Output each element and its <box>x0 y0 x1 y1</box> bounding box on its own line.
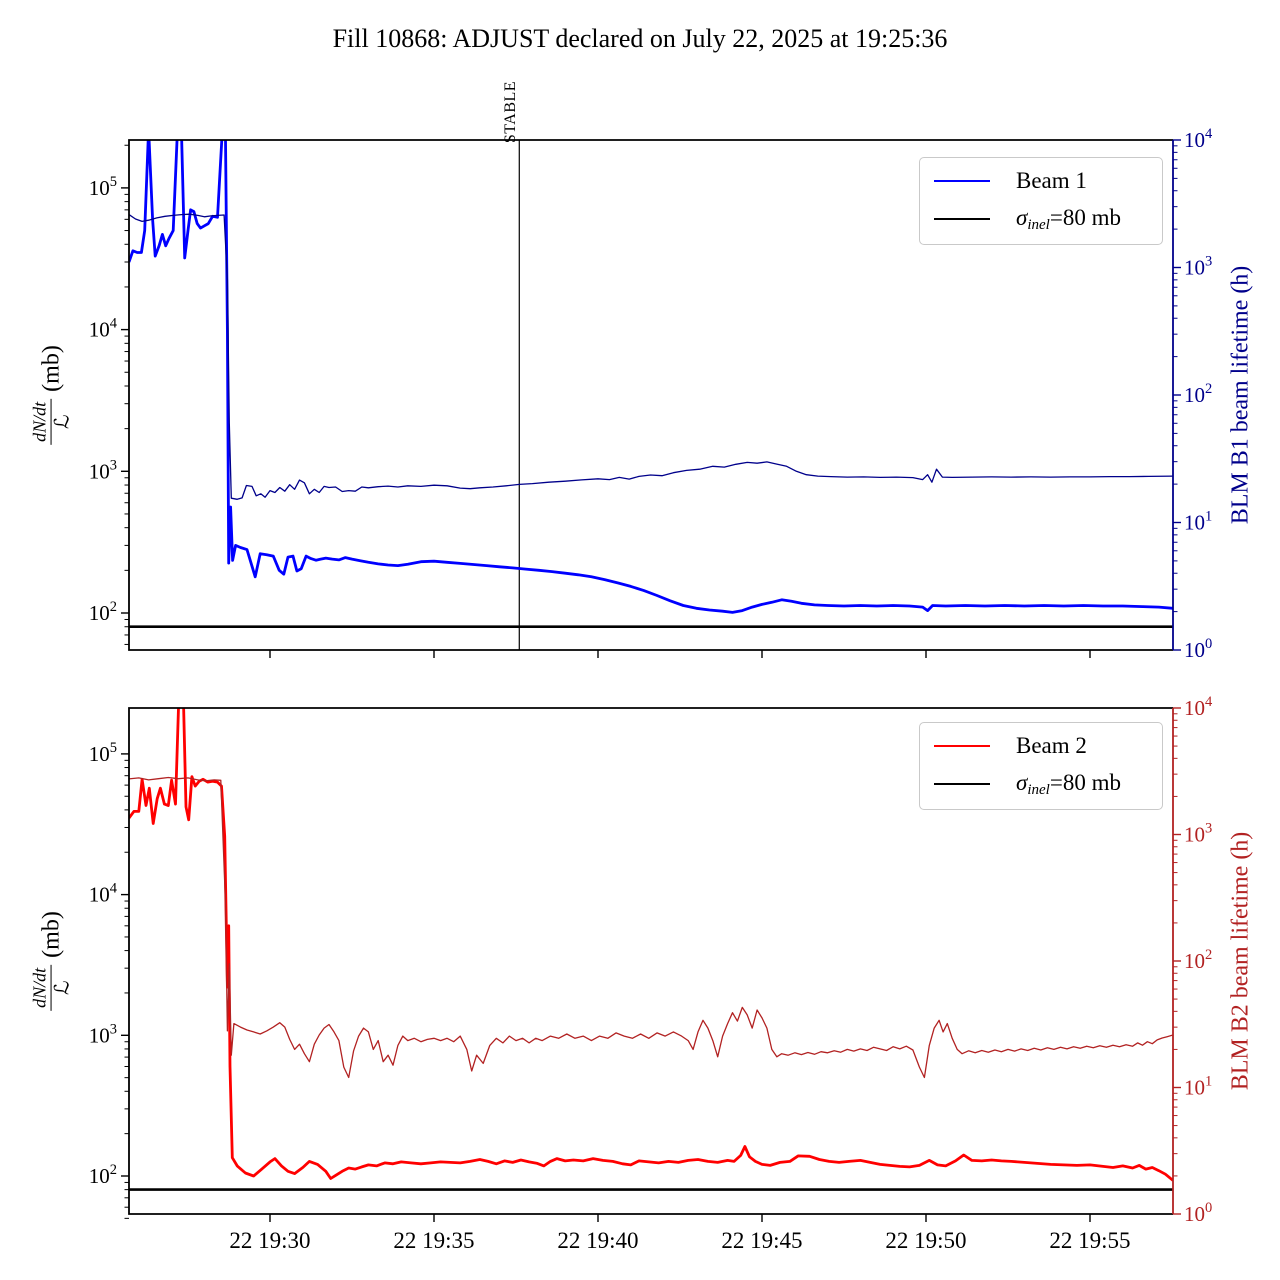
y-left-unit: (mb) <box>38 911 65 958</box>
fraction-denominator: ℒ <box>51 980 74 996</box>
y-tick-label: 105 <box>89 174 117 200</box>
dn-dt-fraction: dN/dt ℒ <box>30 398 74 445</box>
beam1-line-swatch <box>934 180 990 182</box>
x-tick-label: 22 19:50 <box>885 1228 966 1253</box>
y-tick-label: 103 <box>89 457 117 483</box>
blm-b1-beam-lifetime-curve <box>129 213 1173 500</box>
y-tick-label: 102 <box>89 599 117 625</box>
blm-b2-beam-lifetime-curve <box>129 776 1173 1079</box>
y-tick-label: 100 <box>1184 636 1212 662</box>
legend-label: Beam 2 <box>1016 733 1087 758</box>
y-tick-label: 103 <box>1184 821 1212 847</box>
y-tick-label: 104 <box>89 881 118 907</box>
sigma-subscript: inel <box>1027 216 1050 233</box>
legend-label: σinel=80 mb <box>1016 770 1121 799</box>
top-legend: Beam 1 σinel=80 mb <box>919 157 1163 245</box>
y-left-unit: (mb) <box>38 345 65 392</box>
beam-1-curve <box>129 140 1173 614</box>
x-tick-label: 22 19:30 <box>229 1228 310 1253</box>
bottom-y-left-label: dN/dt ℒ (mb) <box>30 911 74 1011</box>
sigma-line-swatch <box>934 783 990 785</box>
bottom-y-right-label: BLM B2 beam lifetime (h) <box>1227 831 1254 1091</box>
stable-annotation-label: STABLE <box>502 80 519 144</box>
axes-spines <box>128 707 1173 1215</box>
sigma-symbol: σ <box>1016 769 1028 795</box>
bottom-legend: Beam 2 σinel=80 mb <box>919 722 1163 810</box>
y-tick-label: 103 <box>1184 254 1212 280</box>
y-tick-label: 104 <box>1184 126 1213 152</box>
beam2-line-swatch <box>934 745 990 747</box>
bottom-plot: 22 19:30 22 19:35 22 19:40 22 19:45 22 19:50… <box>89 694 1213 1253</box>
beam-2-curve <box>129 708 1173 1182</box>
y-tick-label: 104 <box>89 316 118 342</box>
sigma-symbol: σ <box>1016 204 1028 230</box>
y-tick-label: 100 <box>1184 1200 1212 1226</box>
top-y-right-label: BLM B1 beam lifetime (h) <box>1227 265 1254 525</box>
sigma-value: =80 mb <box>1049 204 1121 230</box>
x-tick-label: 22 19:55 <box>1049 1228 1130 1253</box>
y-tick-label: 102 <box>1184 947 1212 973</box>
legend-entry-beam2: Beam 2 <box>920 725 1162 767</box>
y-tick-label: 104 <box>1184 694 1213 720</box>
figure-title: Fill 10868: ADJUST declared on July 22, … <box>332 24 948 53</box>
sigma-line-swatch <box>934 218 990 220</box>
fraction-denominator: ℒ <box>51 414 74 430</box>
y-tick-label: 101 <box>1184 509 1212 535</box>
y-tick-label: 102 <box>89 1162 117 1188</box>
y-tick-label: 102 <box>1184 381 1212 407</box>
y-tick-label: 103 <box>89 1021 117 1047</box>
legend-entry-sigma: σinel=80 mb <box>920 763 1162 805</box>
legend-entry-beam1: Beam 1 <box>920 160 1162 202</box>
y-tick-label: 105 <box>89 740 117 766</box>
fraction-numerator: dN/dt <box>30 398 52 445</box>
axes-spines <box>128 139 1173 651</box>
legend-label: σinel=80 mb <box>1016 205 1121 234</box>
x-tick-label: 22 19:35 <box>393 1228 474 1253</box>
sigma-value: =80 mb <box>1049 769 1121 795</box>
dn-dt-fraction: dN/dt ℒ <box>30 964 74 1011</box>
fraction-numerator: dN/dt <box>30 964 52 1011</box>
x-tick-label: 22 19:40 <box>557 1228 638 1253</box>
legend-label: Beam 1 <box>1016 168 1087 193</box>
x-tick-label: 22 19:45 <box>721 1228 802 1253</box>
legend-entry-sigma: σinel=80 mb <box>920 198 1162 240</box>
sigma-subscript: inel <box>1027 781 1050 798</box>
top-y-left-label: dN/dt ℒ (mb) <box>30 345 74 445</box>
y-tick-label: 101 <box>1184 1074 1212 1100</box>
